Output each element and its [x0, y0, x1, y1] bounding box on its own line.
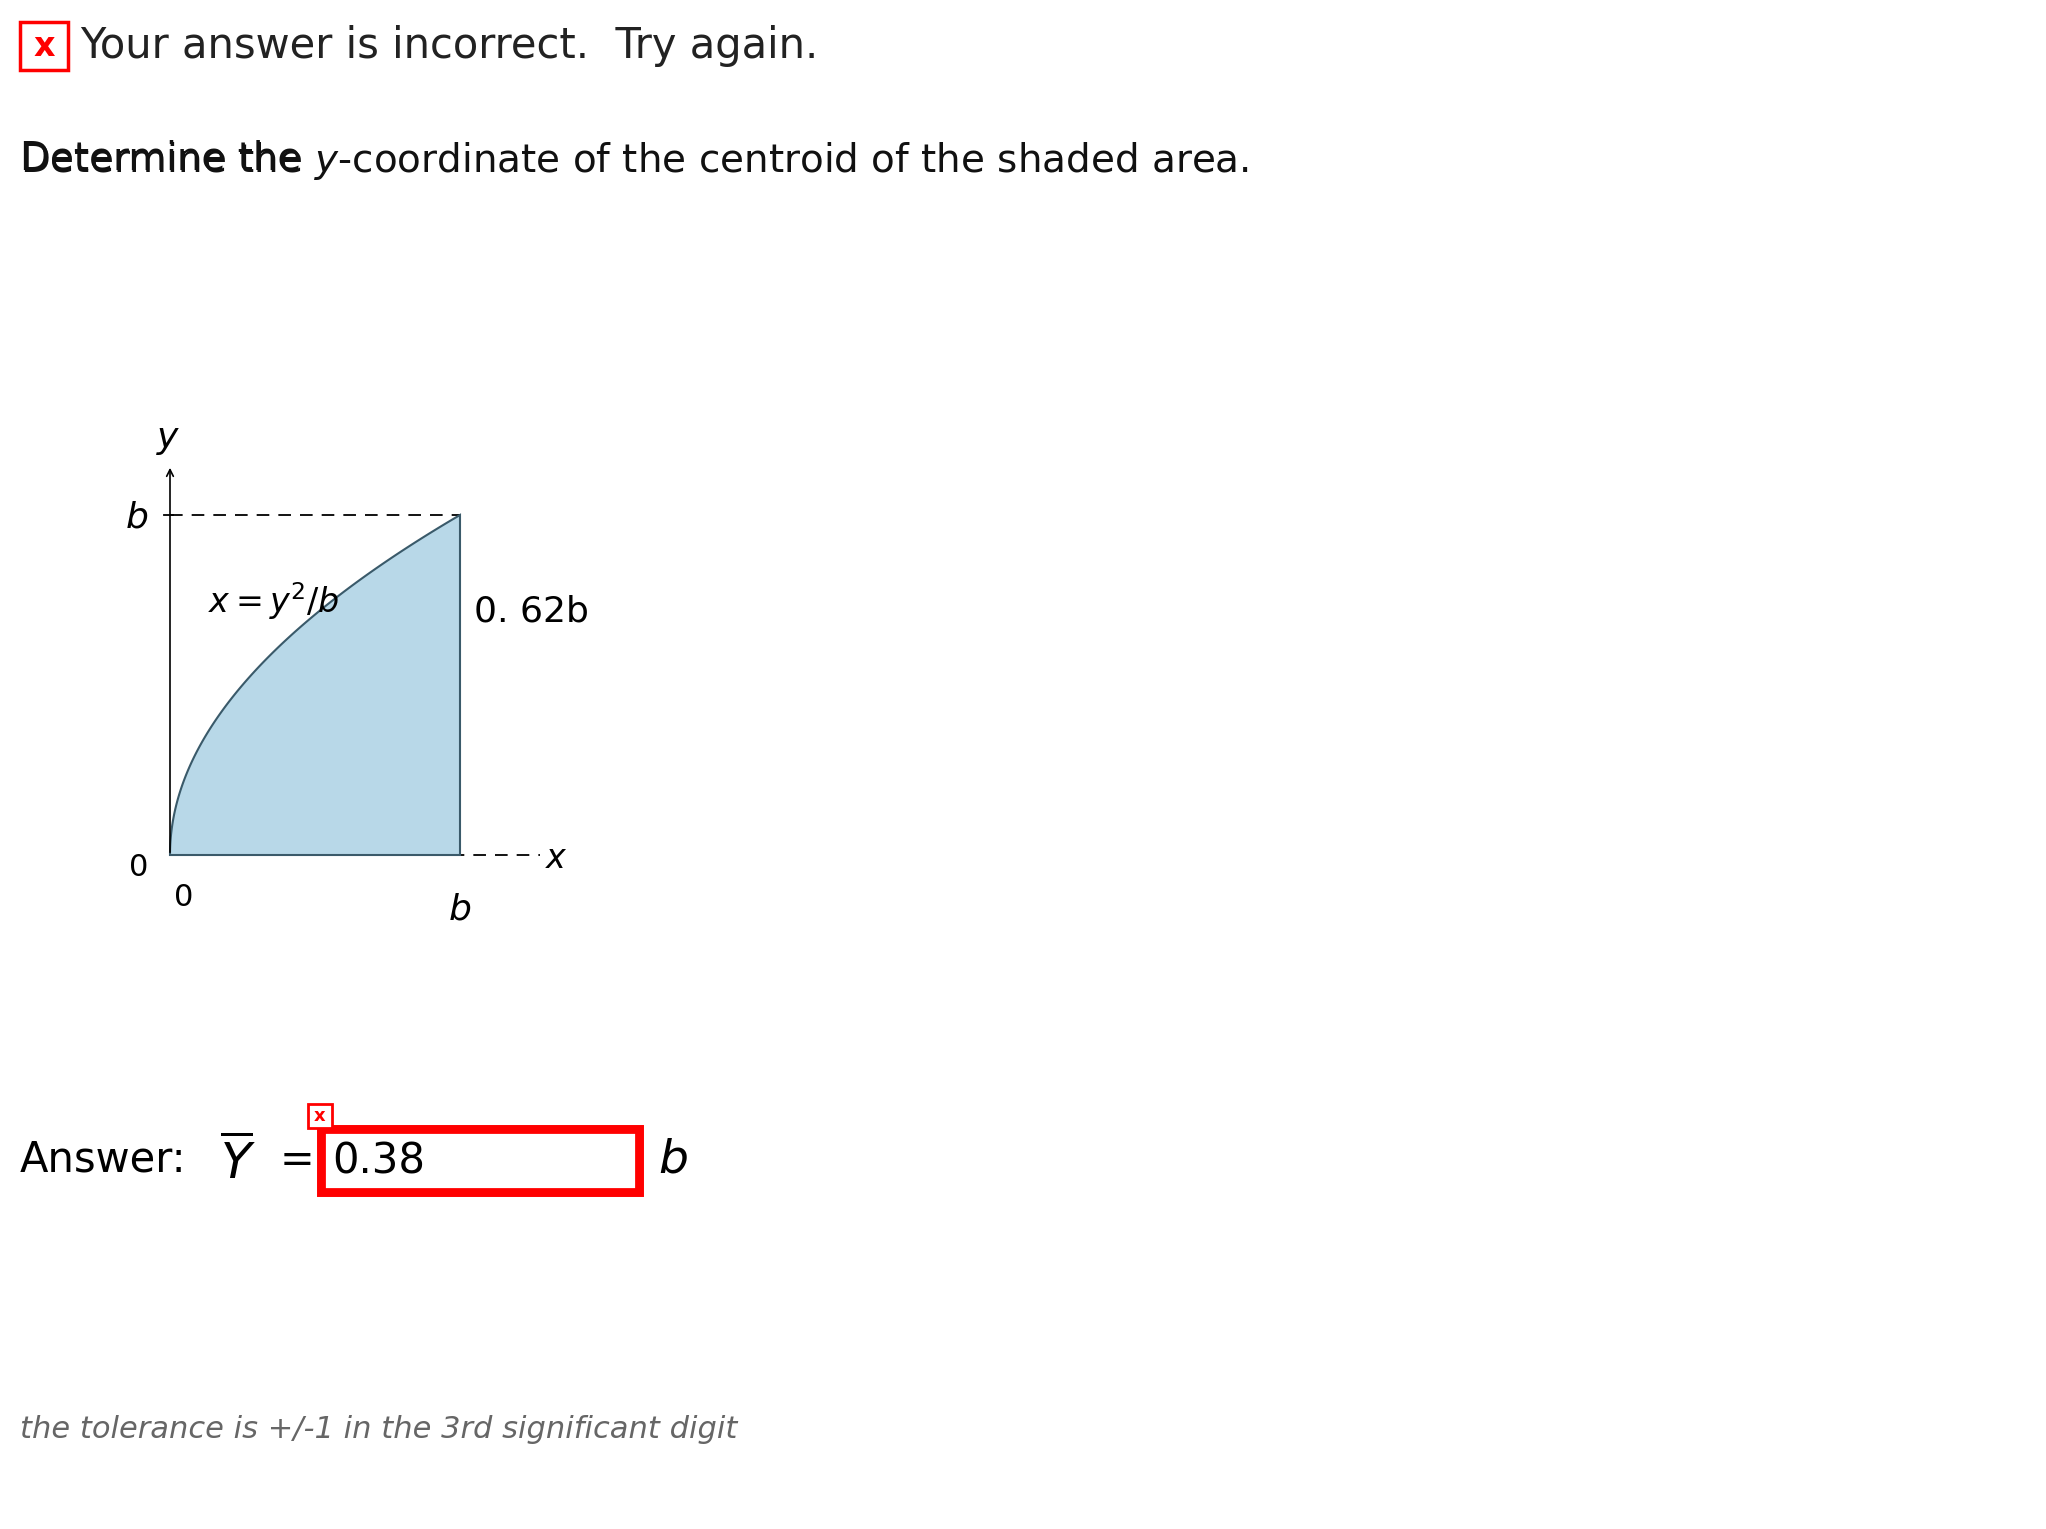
- FancyBboxPatch shape: [309, 1104, 331, 1128]
- FancyBboxPatch shape: [20, 21, 68, 70]
- Text: $x=y^2/b$: $x=y^2/b$: [209, 579, 340, 622]
- Polygon shape: [170, 515, 460, 855]
- Text: $b$: $b$: [448, 893, 471, 927]
- Text: $\overline{Y}$: $\overline{Y}$: [221, 1136, 256, 1188]
- FancyBboxPatch shape: [319, 1128, 640, 1193]
- Text: $y$: $y$: [155, 424, 180, 457]
- FancyBboxPatch shape: [323, 1131, 636, 1190]
- Text: Your answer is incorrect.  Try again.: Your answer is incorrect. Try again.: [80, 24, 818, 67]
- Text: =: =: [280, 1139, 315, 1180]
- Text: x: x: [33, 29, 55, 63]
- Text: Determine the: Determine the: [20, 141, 313, 177]
- Text: $b$: $b$: [659, 1138, 687, 1182]
- Text: Determine the $y$-coordinate of the centroid of the shaded area.: Determine the $y$-coordinate of the cent…: [20, 141, 1248, 182]
- Text: 0. 62b: 0. 62b: [475, 595, 589, 628]
- Text: $x$: $x$: [544, 842, 569, 876]
- Text: Answer:: Answer:: [20, 1139, 186, 1180]
- Text: the tolerance is +/-1 in the 3rd significant digit: the tolerance is +/-1 in the 3rd signifi…: [20, 1416, 737, 1445]
- Text: 0: 0: [129, 853, 147, 882]
- Text: Determine the: Determine the: [20, 141, 321, 177]
- Text: 0: 0: [174, 884, 194, 911]
- Text: $b$: $b$: [125, 500, 147, 534]
- Text: x: x: [315, 1107, 325, 1125]
- Text: 0.38: 0.38: [331, 1141, 426, 1183]
